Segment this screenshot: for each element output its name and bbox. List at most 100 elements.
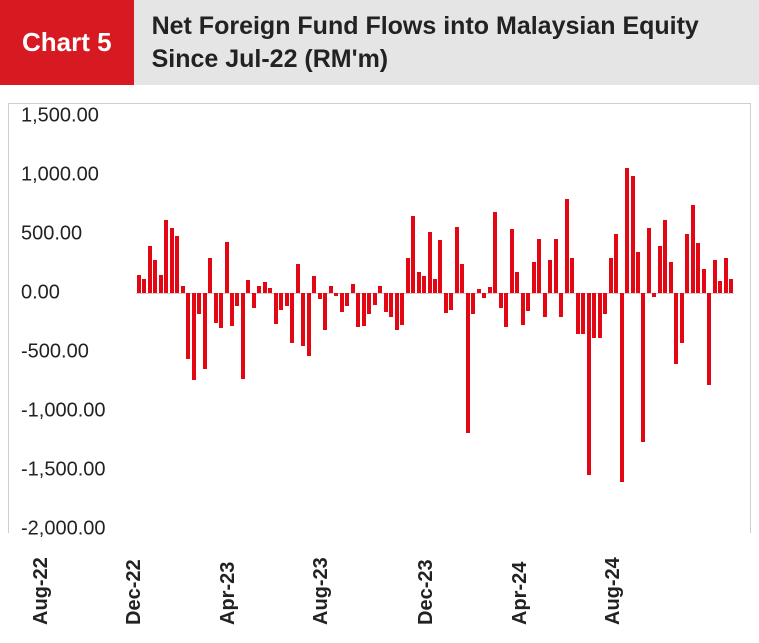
bar xyxy=(406,258,410,293)
bar xyxy=(455,227,459,293)
bar xyxy=(696,243,700,293)
bar xyxy=(225,242,229,293)
bar xyxy=(208,258,212,293)
bar xyxy=(428,232,432,293)
bar xyxy=(466,293,470,433)
bar xyxy=(609,258,613,293)
bar xyxy=(219,293,223,328)
bar xyxy=(411,216,415,293)
bar xyxy=(389,293,393,317)
bar xyxy=(433,279,437,293)
bar xyxy=(587,293,591,475)
bar xyxy=(488,287,492,293)
bar xyxy=(334,293,338,296)
y-tick-label: -1,500.00 xyxy=(21,459,106,482)
bar xyxy=(230,293,234,326)
x-tick-label: Aug-22 xyxy=(30,557,53,625)
bar xyxy=(658,246,662,293)
bar xyxy=(652,293,656,297)
bar xyxy=(373,293,377,305)
bar xyxy=(367,293,371,314)
bar xyxy=(460,264,464,294)
bar xyxy=(647,228,651,293)
bar xyxy=(203,293,207,369)
y-tick-label: -1,000.00 xyxy=(21,400,106,423)
chart-plot: 1,500.001,000.00500.000.00-500.00-1,000.… xyxy=(8,103,751,533)
bar xyxy=(241,293,245,379)
bar xyxy=(417,272,421,293)
bar xyxy=(581,293,585,334)
bar xyxy=(159,275,163,293)
bar xyxy=(702,269,706,293)
bar xyxy=(400,293,404,325)
bar xyxy=(137,275,141,293)
bar xyxy=(235,293,239,306)
bar xyxy=(170,228,174,293)
bar xyxy=(636,252,640,293)
bar xyxy=(323,293,327,330)
bar xyxy=(438,240,442,293)
bar xyxy=(214,293,218,323)
bar xyxy=(378,286,382,293)
bar xyxy=(515,272,519,293)
bar xyxy=(471,293,475,314)
bar xyxy=(532,262,536,293)
bar xyxy=(362,293,366,326)
bar xyxy=(268,288,272,293)
bar xyxy=(482,293,486,298)
bar xyxy=(499,293,503,308)
bar xyxy=(164,220,168,293)
bar xyxy=(279,293,283,310)
bar xyxy=(384,293,388,312)
chart-title: Net Foreign Fund Flows into Malaysian Eq… xyxy=(134,0,759,85)
bar xyxy=(631,176,635,293)
bar xyxy=(257,286,261,293)
bar xyxy=(422,276,426,293)
bar xyxy=(181,286,185,293)
bar xyxy=(142,279,146,293)
bar xyxy=(570,258,574,293)
bar xyxy=(565,199,569,293)
bar xyxy=(312,276,316,293)
bar xyxy=(345,293,349,306)
x-tick-label: Apr-24 xyxy=(509,562,532,625)
bar xyxy=(707,293,711,385)
bar xyxy=(620,293,624,482)
bar xyxy=(285,293,289,306)
x-tick-label: Aug-24 xyxy=(602,557,625,625)
bar xyxy=(356,293,360,327)
bar xyxy=(307,293,311,356)
bar xyxy=(296,264,300,294)
bar xyxy=(192,293,196,380)
bar xyxy=(598,293,602,338)
bar xyxy=(246,280,250,293)
bar xyxy=(477,289,481,293)
bar xyxy=(175,236,179,293)
bar xyxy=(537,239,541,293)
bar xyxy=(663,220,667,293)
bar xyxy=(685,234,689,293)
bar xyxy=(669,262,673,293)
bar xyxy=(674,293,678,364)
bar xyxy=(592,293,596,338)
bar xyxy=(680,293,684,343)
bar xyxy=(274,293,278,324)
x-tick-label: Apr-23 xyxy=(217,562,240,625)
y-tick-label: 500.00 xyxy=(21,223,82,246)
chart-badge: Chart 5 xyxy=(0,0,134,85)
x-tick-label: Dec-22 xyxy=(123,559,146,625)
bar xyxy=(559,293,563,317)
y-tick-label: -500.00 xyxy=(21,341,89,364)
y-tick-label: 0.00 xyxy=(21,282,60,305)
bar xyxy=(444,293,448,313)
x-tick-label: Dec-23 xyxy=(415,559,438,625)
bar xyxy=(186,293,190,359)
bar xyxy=(318,293,322,299)
bar xyxy=(449,293,453,310)
bar xyxy=(576,293,580,334)
chart-header: Chart 5 Net Foreign Fund Flows into Mala… xyxy=(0,0,759,85)
bar xyxy=(252,293,256,308)
bar xyxy=(548,260,552,293)
bar xyxy=(614,234,618,293)
bar xyxy=(713,260,717,293)
